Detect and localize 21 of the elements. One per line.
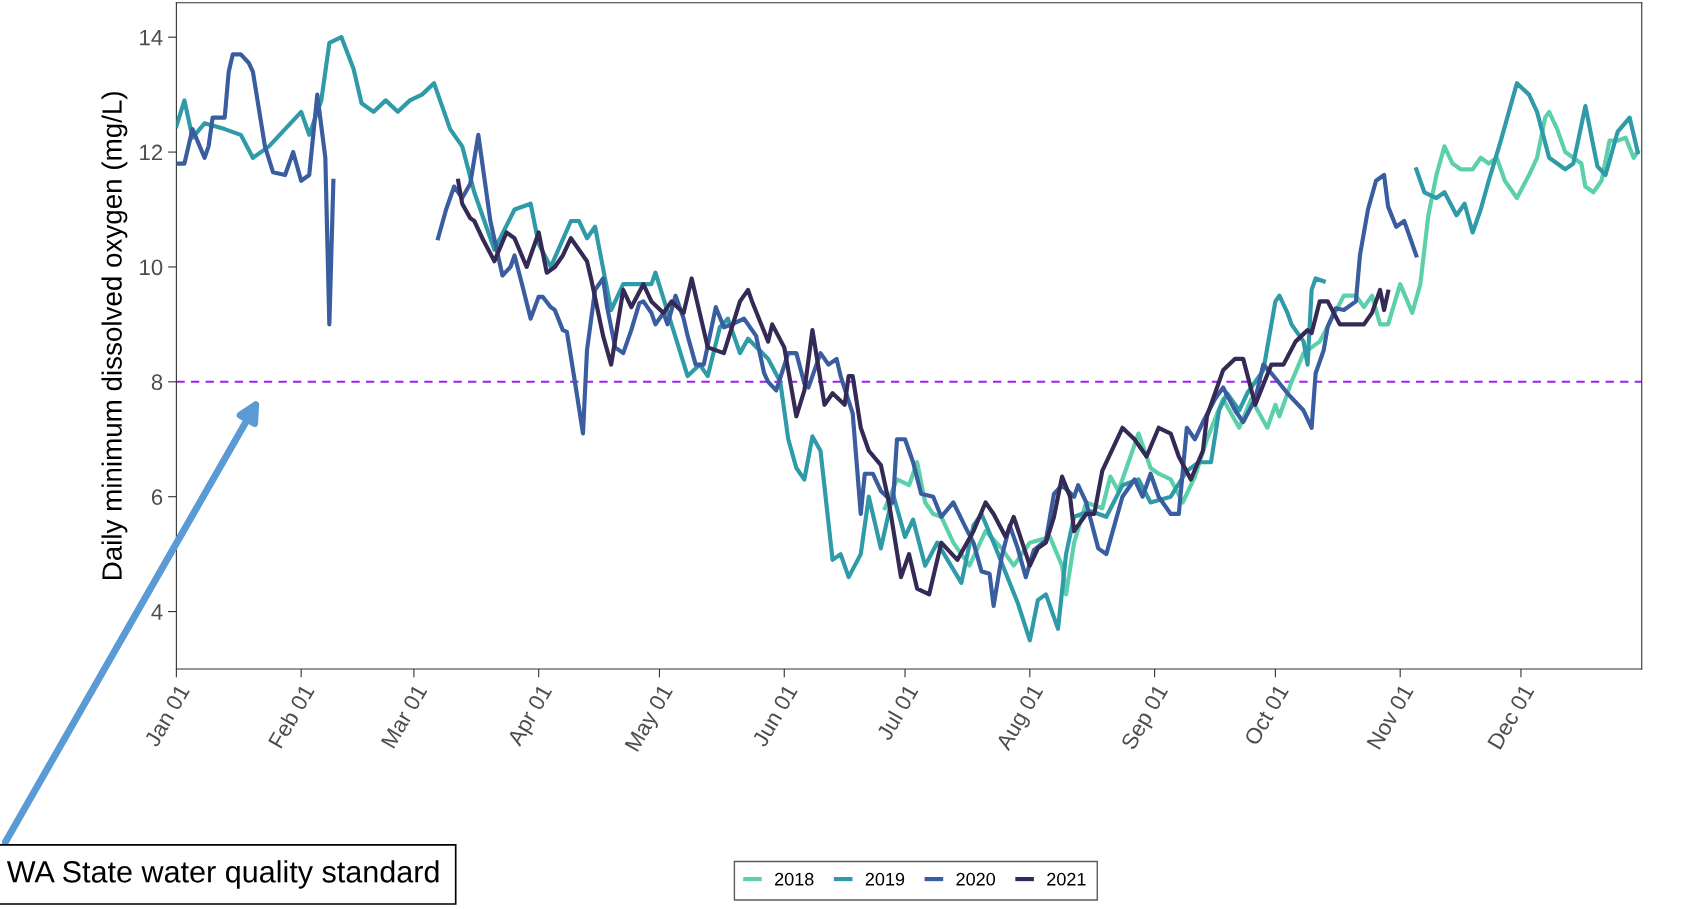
x-tick-label: Oct 01: [1243, 683, 1289, 747]
legend-label: 2019: [865, 872, 905, 886]
legend-label: 2020: [956, 872, 996, 886]
line-series: [456, 178, 1391, 597]
y-tick-label: 8: [151, 374, 163, 391]
y-axis-title: Daily minimum dissolved oxygen (mg/L): [101, 92, 128, 580]
y-tick-label: 12: [140, 144, 163, 161]
y-tick-label: 6: [151, 489, 163, 505]
legend-label: 2018: [775, 872, 814, 886]
x-tick-label: Feb 01: [267, 683, 315, 749]
legend-label: 2021: [1047, 872, 1086, 886]
x-tick-label: Dec 01: [1487, 683, 1535, 750]
x-tick-label: Jun 01: [751, 683, 798, 748]
y-tick-label: 4: [151, 604, 163, 620]
x-tick-label: Jan 01: [143, 683, 190, 748]
x-tick-label: Sep 01: [1120, 683, 1173, 753]
text: WA State water quality standard: [6, 860, 439, 889]
x-tick-label: Jul 01: [875, 683, 919, 742]
x-tick-label: Apr 01: [506, 683, 557, 750]
y-tick-label: 10: [140, 259, 163, 276]
y-tick-label: 14: [140, 29, 163, 46]
